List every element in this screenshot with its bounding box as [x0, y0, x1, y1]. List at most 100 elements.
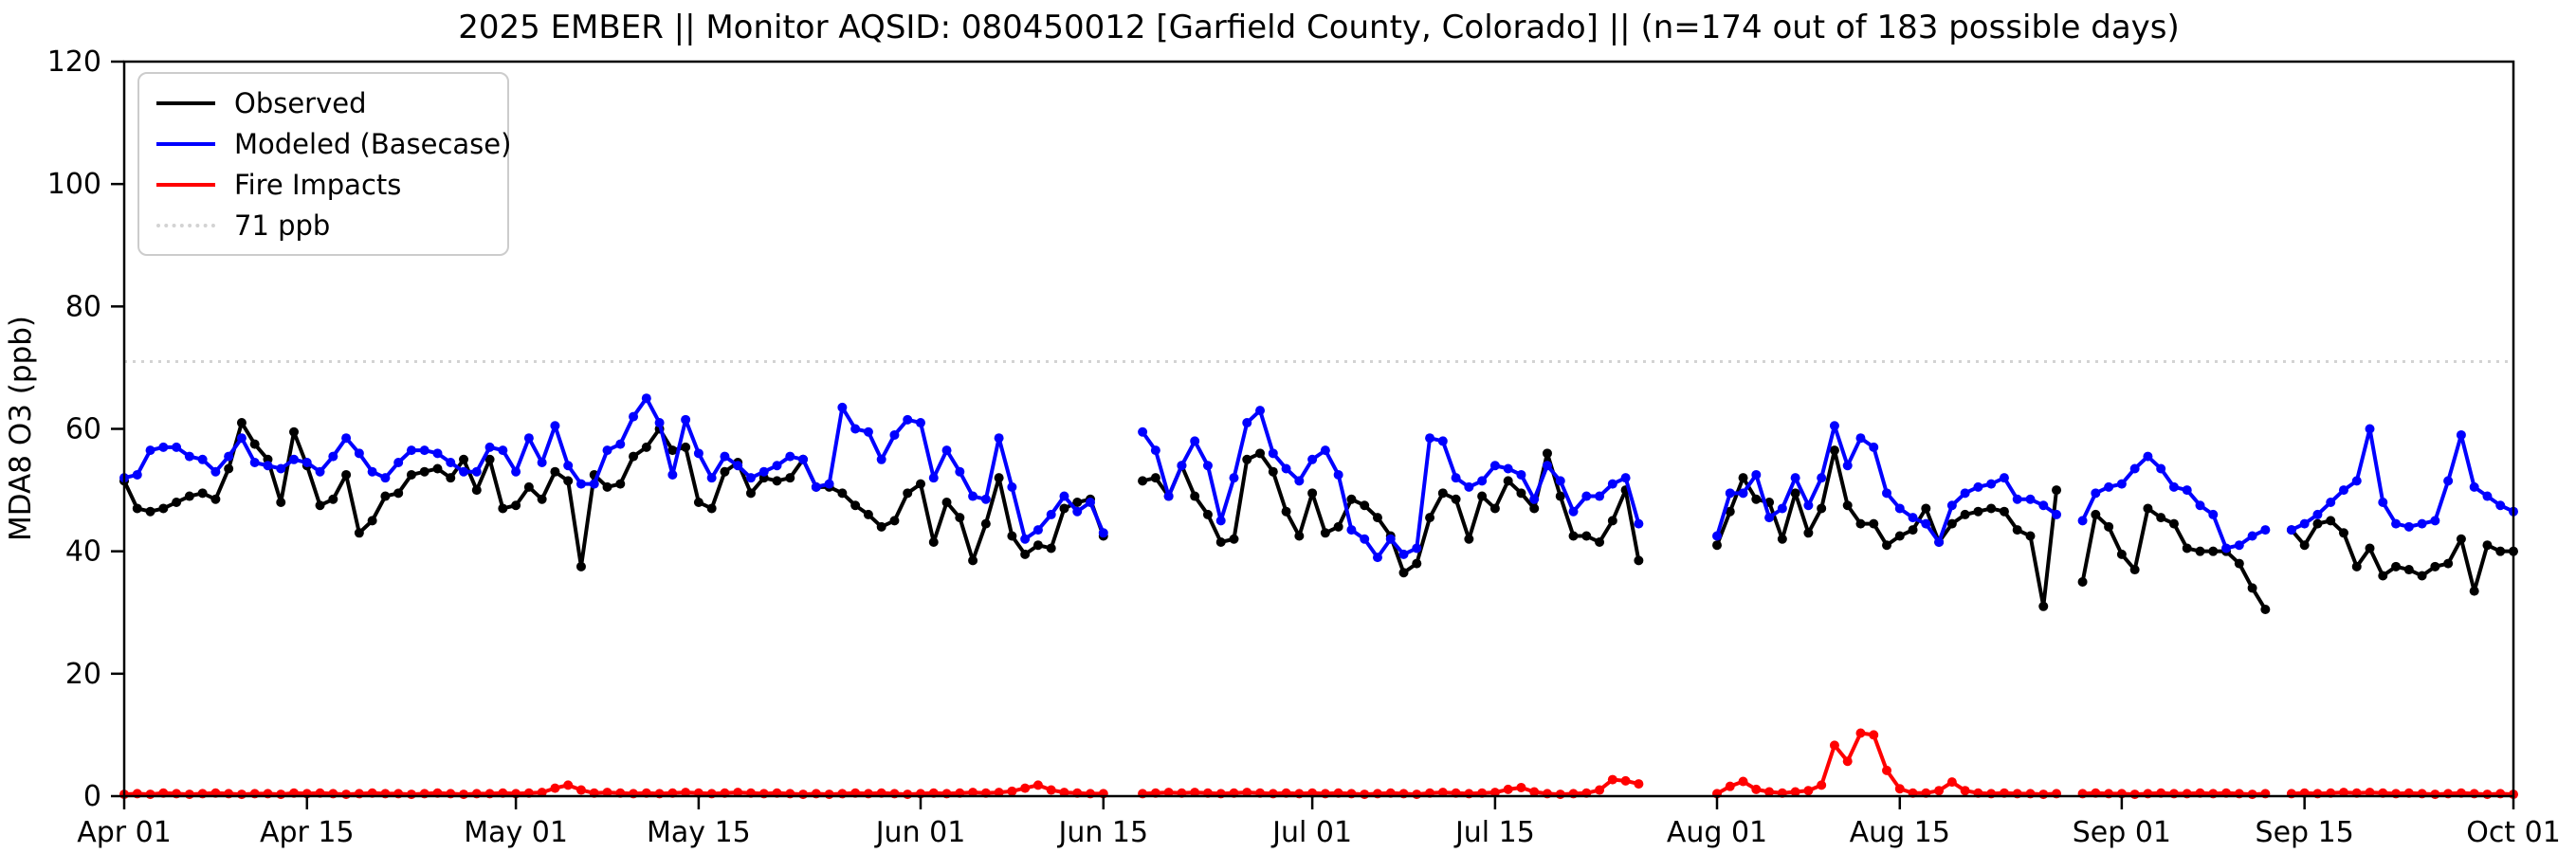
data-point — [1268, 466, 1278, 477]
x-tick-label: May 15 — [647, 816, 751, 849]
data-point — [1190, 788, 1200, 798]
data-point — [1255, 406, 1266, 416]
data-point — [132, 469, 142, 480]
series-line — [123, 783, 1104, 797]
data-point — [994, 433, 1004, 444]
data-point — [132, 503, 142, 514]
data-point — [1489, 503, 1500, 514]
data-point — [341, 469, 352, 480]
data-point — [615, 439, 626, 449]
data-point — [236, 789, 247, 800]
data-point — [2338, 528, 2348, 538]
data-point — [432, 463, 443, 474]
data-point — [980, 494, 991, 504]
data-point — [681, 442, 691, 452]
data-point — [184, 491, 194, 501]
data-point — [2456, 429, 2466, 440]
data-point — [393, 458, 404, 468]
data-point — [1803, 500, 1814, 511]
data-point — [197, 488, 208, 499]
data-point — [1059, 788, 1069, 798]
data-point — [1385, 534, 1396, 544]
data-point — [1999, 506, 2009, 517]
data-point — [523, 481, 534, 492]
data-point — [2012, 525, 2022, 535]
data-point — [1986, 479, 1997, 489]
data-point — [158, 442, 169, 452]
data-point — [654, 418, 665, 428]
data-point — [537, 458, 547, 468]
data-point — [1242, 454, 1252, 464]
data-point — [1451, 473, 1461, 483]
data-point — [471, 466, 482, 477]
data-point — [328, 494, 338, 504]
y-tick-label: 40 — [65, 535, 101, 569]
data-point — [1281, 506, 1291, 517]
data-point — [1360, 534, 1370, 544]
data-point — [471, 485, 482, 496]
data-point — [889, 429, 900, 440]
data-point — [1346, 525, 1357, 535]
series-fire-impacts — [119, 728, 2518, 800]
data-point — [1829, 421, 1839, 431]
y-axis-label: MDA8 O3 (ppb) — [4, 316, 38, 541]
data-point — [824, 789, 834, 800]
data-point — [550, 466, 560, 477]
data-point — [980, 518, 991, 529]
data-point — [1555, 476, 1565, 486]
data-point — [1503, 784, 1513, 794]
data-point — [1817, 503, 1827, 514]
y-tick-label: 80 — [65, 290, 101, 323]
data-point — [903, 414, 913, 425]
data-point — [2365, 788, 2375, 798]
data-point — [1946, 777, 1957, 788]
data-point — [2456, 534, 2466, 544]
data-point — [236, 433, 247, 444]
data-point — [1908, 525, 1918, 535]
data-point — [1908, 513, 1918, 523]
data-point — [733, 461, 743, 471]
x-tick-label: Oct 01 — [2466, 816, 2561, 849]
data-point — [1921, 503, 1931, 514]
data-point — [2168, 481, 2179, 492]
data-point — [1542, 461, 1552, 471]
data-point — [1855, 433, 1866, 444]
series-line — [2080, 454, 2267, 551]
data-point — [681, 414, 691, 425]
data-point — [158, 503, 169, 514]
data-point — [916, 418, 925, 428]
data-point — [341, 789, 352, 800]
data-point — [745, 473, 756, 483]
data-point — [2156, 513, 2166, 523]
data-point — [1489, 788, 1500, 798]
data-point — [2378, 498, 2388, 507]
data-point — [1138, 426, 1148, 437]
data-point — [1634, 555, 1644, 566]
data-point — [1529, 494, 1540, 504]
x-tick-label: Jun 01 — [874, 816, 966, 849]
data-point — [2234, 558, 2244, 569]
data-point — [1464, 534, 1474, 544]
data-point — [1581, 491, 1592, 501]
data-point — [928, 473, 939, 483]
data-point — [1607, 479, 1617, 489]
data-point — [315, 466, 325, 477]
data-point — [1215, 516, 1226, 526]
data-point — [210, 494, 221, 504]
data-point — [367, 466, 377, 477]
legend: Observed Modeled (Basecase) Fire Impacts 71… — [137, 72, 511, 256]
data-point — [1555, 789, 1565, 800]
data-point — [1777, 503, 1787, 514]
data-point — [1725, 506, 1735, 517]
data-point — [1607, 774, 1617, 785]
data-point — [1477, 491, 1488, 501]
data-point — [1320, 528, 1330, 538]
data-series — [119, 393, 2518, 800]
data-point — [1229, 534, 1239, 544]
data-point — [1059, 491, 1069, 501]
data-point — [941, 498, 952, 507]
data-point — [2482, 789, 2493, 800]
data-point — [1477, 476, 1488, 486]
data-point — [2208, 546, 2219, 556]
data-point — [1294, 476, 1305, 486]
